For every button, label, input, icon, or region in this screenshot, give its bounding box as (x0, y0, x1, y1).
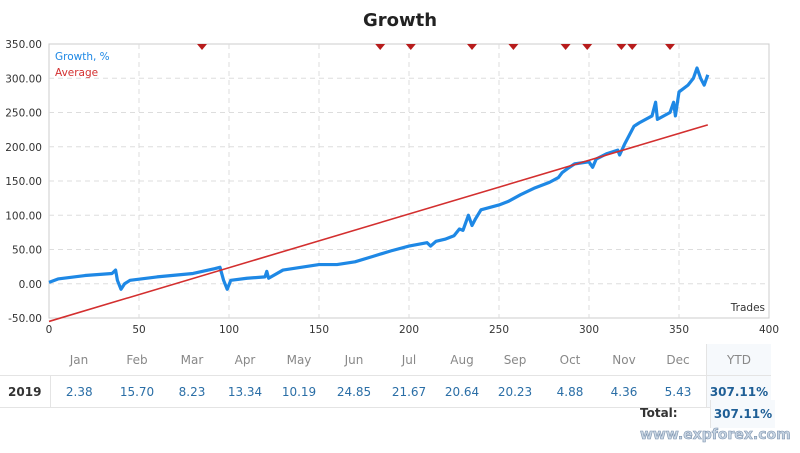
table-header-row: Jan Feb Mar Apr May Jun Jul Aug Sep Oct Nov Dec YTD (0, 344, 771, 376)
month-header: Jan (50, 344, 108, 376)
x-tick-label: 250 (489, 324, 509, 336)
month-value: 4.36 (598, 375, 650, 408)
month-header: Nov (598, 344, 650, 376)
deposit-marker-icon (560, 44, 571, 50)
month-value: 2.38 (50, 375, 108, 408)
deposit-marker-icon (665, 44, 675, 50)
year-cell: 2019 (0, 375, 51, 408)
month-header: Oct (542, 344, 598, 376)
deposit-marker-icon (582, 44, 593, 50)
y-tick-label: 300.00 (5, 73, 42, 85)
chart-title: Growth (362, 10, 438, 31)
month-value: 5.43 (650, 375, 707, 408)
x-tick-label: 0 (46, 324, 53, 336)
month-value: 13.34 (218, 375, 272, 408)
average-line (48, 124, 709, 323)
x-tick-label: 50 (132, 324, 145, 336)
legend-growth: Growth, % (55, 51, 110, 63)
y-tick-label: 150.00 (5, 176, 42, 188)
corner-cell (0, 344, 50, 376)
x-tick-label: 200 (399, 324, 419, 336)
x-tick-label: 400 (759, 324, 779, 336)
month-value: 15.70 (108, 375, 166, 408)
watermark-logo: www.expforex.com (640, 427, 791, 444)
y-tick-label: 350.00 (5, 39, 42, 51)
month-header: Mar (166, 344, 218, 376)
y-tick-label: 200.00 (5, 142, 42, 154)
month-value: 10.19 (272, 375, 326, 408)
y-tick-label: 0.00 (19, 279, 42, 291)
month-value: 8.23 (166, 375, 218, 408)
deposit-marker-icon (375, 44, 386, 50)
month-value: 24.85 (326, 375, 382, 408)
deposit-marker-icon (627, 44, 638, 50)
monthly-returns-table: Jan Feb Mar Apr May Jun Jul Aug Sep Oct Nov Dec YTD … (0, 344, 771, 408)
total-value: 307.11% (710, 400, 775, 428)
y-tick-label: 250.00 (5, 108, 42, 120)
month-value: 20.23 (488, 375, 542, 408)
ytd-header: YTD (706, 344, 771, 376)
month-header: Aug (436, 344, 488, 376)
month-header: Jun (326, 344, 382, 376)
x-tick-label: 150 (309, 324, 329, 336)
x-tick-label: 300 (579, 324, 599, 336)
legend-average: Average (55, 67, 98, 79)
deposit-marker-icon (405, 44, 416, 50)
deposit-marker-icon (197, 44, 207, 50)
deposit-marker-icon (467, 44, 477, 50)
x-tick-label: 350 (669, 324, 689, 336)
x-tick-label: 100 (219, 324, 239, 336)
month-header: Feb (108, 344, 166, 376)
y-tick-label: 100.00 (5, 210, 42, 222)
table-row: 2019 2.38 15.70 8.23 13.34 10.19 24.85 21.67 20.… (0, 375, 771, 408)
month-value: 20.64 (436, 375, 488, 408)
month-header: May (272, 344, 326, 376)
month-header: Dec (650, 344, 707, 376)
y-tick-label: 50.00 (12, 245, 42, 257)
y-tick-label: -50.00 (8, 313, 42, 325)
month-header: Jul (382, 344, 436, 376)
deposit-marker-icon (508, 44, 519, 50)
growth-chart: -50.00 0.00 50.00 100.00 150.00 200.00 250.00 3… (5, 39, 779, 336)
deposit-marker-icon (616, 44, 627, 50)
month-header: Sep (488, 344, 542, 376)
x-axis-label: Trades (730, 302, 765, 314)
month-value: 4.88 (542, 375, 598, 408)
month-header: Apr (218, 344, 272, 376)
growth-line (48, 66, 710, 291)
total-label: Total: (640, 406, 678, 420)
month-value: 21.67 (382, 375, 436, 408)
